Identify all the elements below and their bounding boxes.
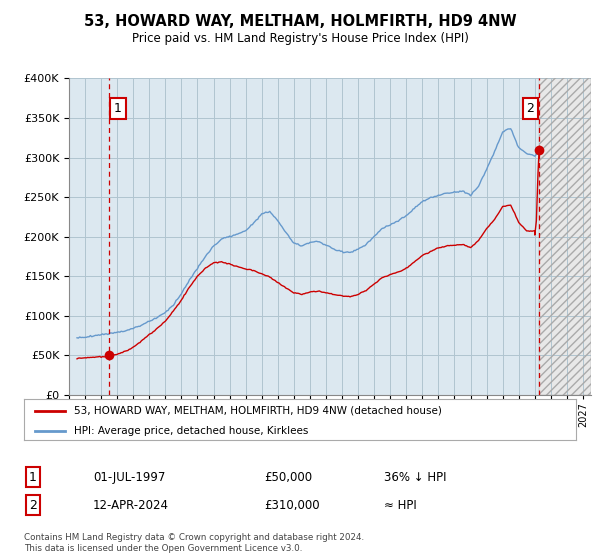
Text: 01-JUL-1997: 01-JUL-1997: [93, 470, 166, 484]
Text: £50,000: £50,000: [264, 470, 312, 484]
Text: ≈ HPI: ≈ HPI: [384, 498, 417, 512]
Text: £310,000: £310,000: [264, 498, 320, 512]
Text: 53, HOWARD WAY, MELTHAM, HOLMFIRTH, HD9 4NW: 53, HOWARD WAY, MELTHAM, HOLMFIRTH, HD9 …: [83, 14, 517, 29]
Bar: [539, 78, 591, 395]
Text: HPI: Average price, detached house, Kirklees: HPI: Average price, detached house, Kirk…: [74, 426, 308, 436]
Text: 36% ↓ HPI: 36% ↓ HPI: [384, 470, 446, 484]
Text: 2: 2: [29, 498, 37, 512]
Text: Price paid vs. HM Land Registry's House Price Index (HPI): Price paid vs. HM Land Registry's House …: [131, 32, 469, 45]
Text: Contains HM Land Registry data © Crown copyright and database right 2024.
This d: Contains HM Land Registry data © Crown c…: [24, 533, 364, 553]
Text: 2: 2: [526, 102, 535, 115]
Text: 53, HOWARD WAY, MELTHAM, HOLMFIRTH, HD9 4NW (detached house): 53, HOWARD WAY, MELTHAM, HOLMFIRTH, HD9 …: [74, 405, 442, 416]
Text: 1: 1: [29, 470, 37, 484]
Text: 12-APR-2024: 12-APR-2024: [93, 498, 169, 512]
Text: 1: 1: [114, 102, 122, 115]
Bar: [539, 78, 591, 395]
